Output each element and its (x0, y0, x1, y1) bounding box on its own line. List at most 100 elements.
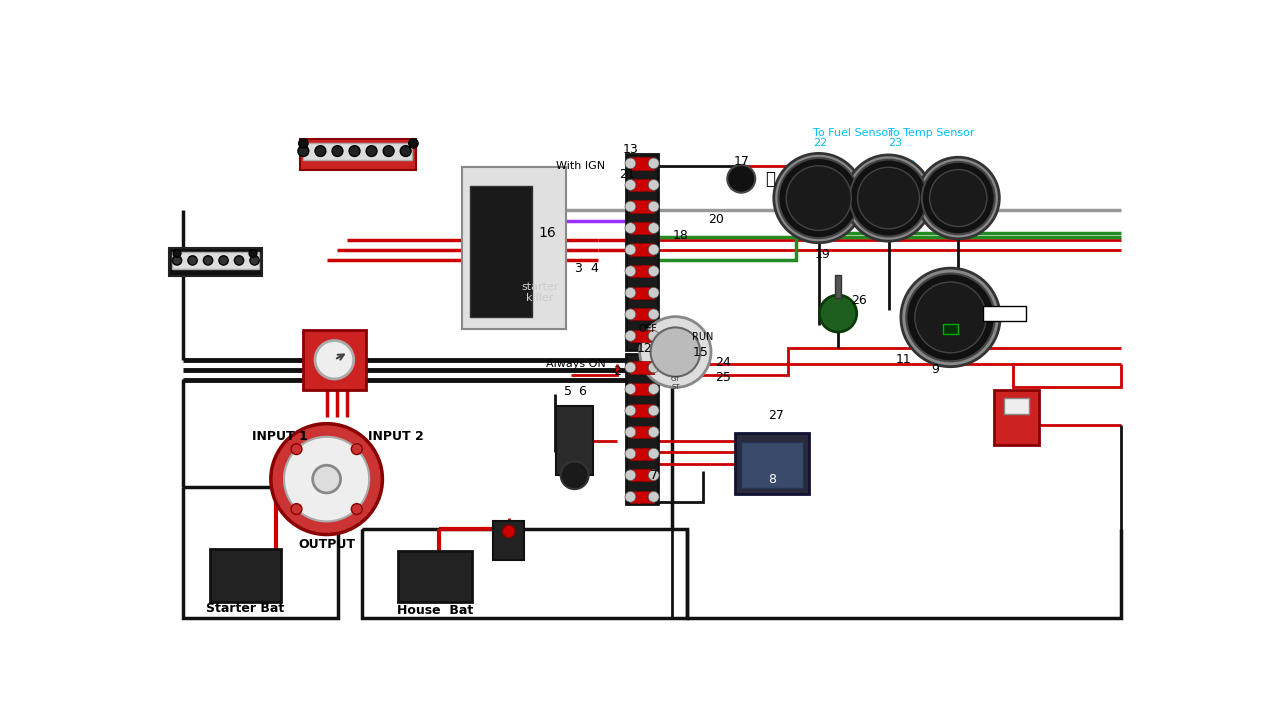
Circle shape (727, 165, 755, 193)
FancyBboxPatch shape (462, 167, 567, 329)
Text: 22: 22 (813, 138, 828, 148)
Circle shape (901, 268, 1000, 366)
Circle shape (625, 179, 636, 190)
Text: 5: 5 (564, 384, 572, 398)
FancyBboxPatch shape (630, 469, 654, 482)
FancyBboxPatch shape (736, 433, 809, 495)
Text: 9: 9 (931, 364, 940, 377)
FancyBboxPatch shape (630, 490, 654, 503)
Circle shape (351, 444, 362, 454)
FancyBboxPatch shape (398, 552, 472, 603)
Circle shape (219, 256, 228, 265)
Circle shape (271, 423, 383, 534)
Text: 7: 7 (650, 469, 658, 482)
Text: 16: 16 (539, 225, 557, 240)
Circle shape (929, 169, 987, 227)
Circle shape (625, 222, 636, 233)
Circle shape (845, 155, 932, 241)
FancyBboxPatch shape (626, 154, 658, 350)
Text: 25: 25 (716, 371, 731, 384)
FancyBboxPatch shape (302, 330, 366, 390)
Circle shape (819, 295, 856, 332)
Text: 4: 4 (590, 262, 598, 275)
Text: Starter Bat: Starter Bat (206, 603, 284, 616)
Circle shape (918, 157, 1000, 239)
FancyBboxPatch shape (210, 549, 280, 601)
FancyBboxPatch shape (303, 143, 412, 160)
Circle shape (625, 470, 636, 481)
Circle shape (401, 145, 411, 156)
Text: OUTPUT: OUTPUT (298, 538, 355, 551)
Text: ST: ST (671, 384, 680, 390)
Circle shape (188, 256, 197, 265)
Circle shape (648, 179, 659, 190)
Circle shape (648, 384, 659, 395)
Circle shape (349, 145, 360, 156)
Text: 26: 26 (851, 294, 867, 307)
Text: 18: 18 (673, 228, 689, 241)
FancyBboxPatch shape (169, 248, 262, 276)
Circle shape (383, 145, 394, 156)
FancyBboxPatch shape (630, 200, 654, 212)
Text: House  Bat: House Bat (397, 604, 474, 617)
Text: 17: 17 (733, 156, 749, 168)
Text: 11: 11 (896, 354, 911, 366)
FancyBboxPatch shape (943, 324, 959, 333)
Circle shape (648, 244, 659, 255)
Circle shape (312, 465, 340, 493)
FancyBboxPatch shape (630, 157, 654, 169)
Text: 15: 15 (692, 346, 709, 359)
Circle shape (648, 427, 659, 438)
Circle shape (648, 470, 659, 481)
Circle shape (858, 167, 919, 229)
Text: INPUT 1: INPUT 1 (252, 431, 308, 444)
FancyBboxPatch shape (1004, 398, 1029, 414)
FancyBboxPatch shape (630, 361, 654, 374)
FancyBboxPatch shape (630, 405, 654, 417)
Circle shape (291, 504, 302, 514)
Circle shape (648, 330, 659, 341)
FancyBboxPatch shape (630, 308, 654, 320)
Text: OFF: OFF (639, 324, 658, 334)
Circle shape (625, 201, 636, 212)
Circle shape (503, 526, 515, 538)
FancyBboxPatch shape (630, 330, 654, 342)
FancyBboxPatch shape (630, 287, 654, 299)
Circle shape (648, 449, 659, 459)
Circle shape (298, 139, 308, 148)
Text: 13: 13 (622, 143, 639, 156)
FancyBboxPatch shape (556, 406, 593, 475)
Text: 2: 2 (613, 365, 621, 378)
Circle shape (625, 309, 636, 320)
Circle shape (625, 362, 636, 373)
Circle shape (774, 153, 864, 243)
Circle shape (915, 282, 986, 353)
FancyBboxPatch shape (630, 426, 654, 438)
Text: To Fuel Sensor: To Fuel Sensor (813, 127, 893, 138)
FancyBboxPatch shape (630, 222, 654, 234)
Text: INPUT 2: INPUT 2 (369, 431, 424, 444)
Circle shape (366, 145, 378, 156)
Circle shape (625, 158, 636, 168)
Text: ⏚: ⏚ (765, 170, 774, 188)
Text: 24: 24 (716, 356, 731, 369)
Circle shape (625, 427, 636, 438)
Circle shape (922, 162, 995, 234)
Circle shape (408, 139, 419, 148)
Circle shape (204, 256, 212, 265)
Circle shape (291, 444, 302, 454)
Text: With IGN: With IGN (557, 161, 605, 171)
Circle shape (625, 287, 636, 298)
Text: 6: 6 (579, 384, 586, 398)
Text: 8: 8 (768, 472, 776, 485)
FancyBboxPatch shape (300, 139, 416, 169)
Text: Always ON: Always ON (545, 359, 605, 369)
Text: 19: 19 (815, 248, 831, 261)
FancyBboxPatch shape (835, 275, 841, 298)
Text: starter: starter (521, 282, 558, 292)
Circle shape (561, 462, 589, 489)
FancyBboxPatch shape (493, 521, 525, 560)
Circle shape (351, 504, 362, 514)
Circle shape (648, 492, 659, 502)
Circle shape (648, 405, 659, 416)
